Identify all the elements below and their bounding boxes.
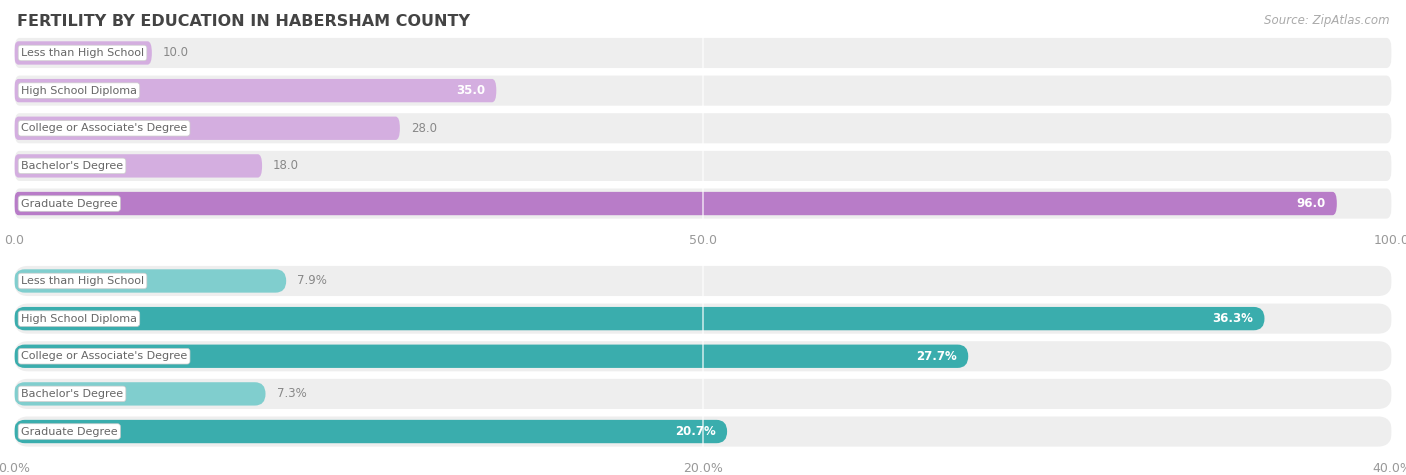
FancyBboxPatch shape <box>14 192 1337 215</box>
FancyBboxPatch shape <box>14 76 1392 105</box>
Text: 96.0: 96.0 <box>1296 197 1326 210</box>
Text: College or Associate's Degree: College or Associate's Degree <box>21 351 187 361</box>
Text: 7.3%: 7.3% <box>277 388 307 400</box>
Text: 10.0: 10.0 <box>163 47 188 59</box>
Text: 27.7%: 27.7% <box>917 350 957 363</box>
Text: Graduate Degree: Graduate Degree <box>21 199 118 209</box>
FancyBboxPatch shape <box>14 41 152 65</box>
FancyBboxPatch shape <box>14 379 1392 409</box>
Text: Bachelor's Degree: Bachelor's Degree <box>21 161 124 171</box>
FancyBboxPatch shape <box>14 341 1392 371</box>
Text: 20.7%: 20.7% <box>675 425 716 438</box>
FancyBboxPatch shape <box>14 266 1392 296</box>
Text: Graduate Degree: Graduate Degree <box>21 427 118 437</box>
FancyBboxPatch shape <box>14 79 496 102</box>
FancyBboxPatch shape <box>14 38 1392 68</box>
Text: FERTILITY BY EDUCATION IN HABERSHAM COUNTY: FERTILITY BY EDUCATION IN HABERSHAM COUN… <box>17 14 470 29</box>
Text: High School Diploma: High School Diploma <box>21 314 136 323</box>
Text: Less than High School: Less than High School <box>21 276 143 286</box>
FancyBboxPatch shape <box>14 154 262 178</box>
FancyBboxPatch shape <box>14 151 1392 181</box>
FancyBboxPatch shape <box>14 344 969 368</box>
FancyBboxPatch shape <box>14 420 727 443</box>
Text: High School Diploma: High School Diploma <box>21 86 136 95</box>
Text: Source: ZipAtlas.com: Source: ZipAtlas.com <box>1264 14 1389 27</box>
FancyBboxPatch shape <box>14 113 1392 143</box>
FancyBboxPatch shape <box>14 189 1392 219</box>
FancyBboxPatch shape <box>14 417 1392 446</box>
FancyBboxPatch shape <box>14 304 1392 333</box>
Text: 36.3%: 36.3% <box>1212 312 1254 325</box>
Text: Less than High School: Less than High School <box>21 48 143 58</box>
FancyBboxPatch shape <box>14 307 1264 330</box>
FancyBboxPatch shape <box>14 269 287 293</box>
Text: College or Associate's Degree: College or Associate's Degree <box>21 123 187 133</box>
FancyBboxPatch shape <box>14 382 266 406</box>
Text: 7.9%: 7.9% <box>297 275 328 287</box>
Text: 28.0: 28.0 <box>411 122 437 135</box>
FancyBboxPatch shape <box>14 116 399 140</box>
Text: Bachelor's Degree: Bachelor's Degree <box>21 389 124 399</box>
Text: 35.0: 35.0 <box>456 84 485 97</box>
Text: 18.0: 18.0 <box>273 160 299 172</box>
